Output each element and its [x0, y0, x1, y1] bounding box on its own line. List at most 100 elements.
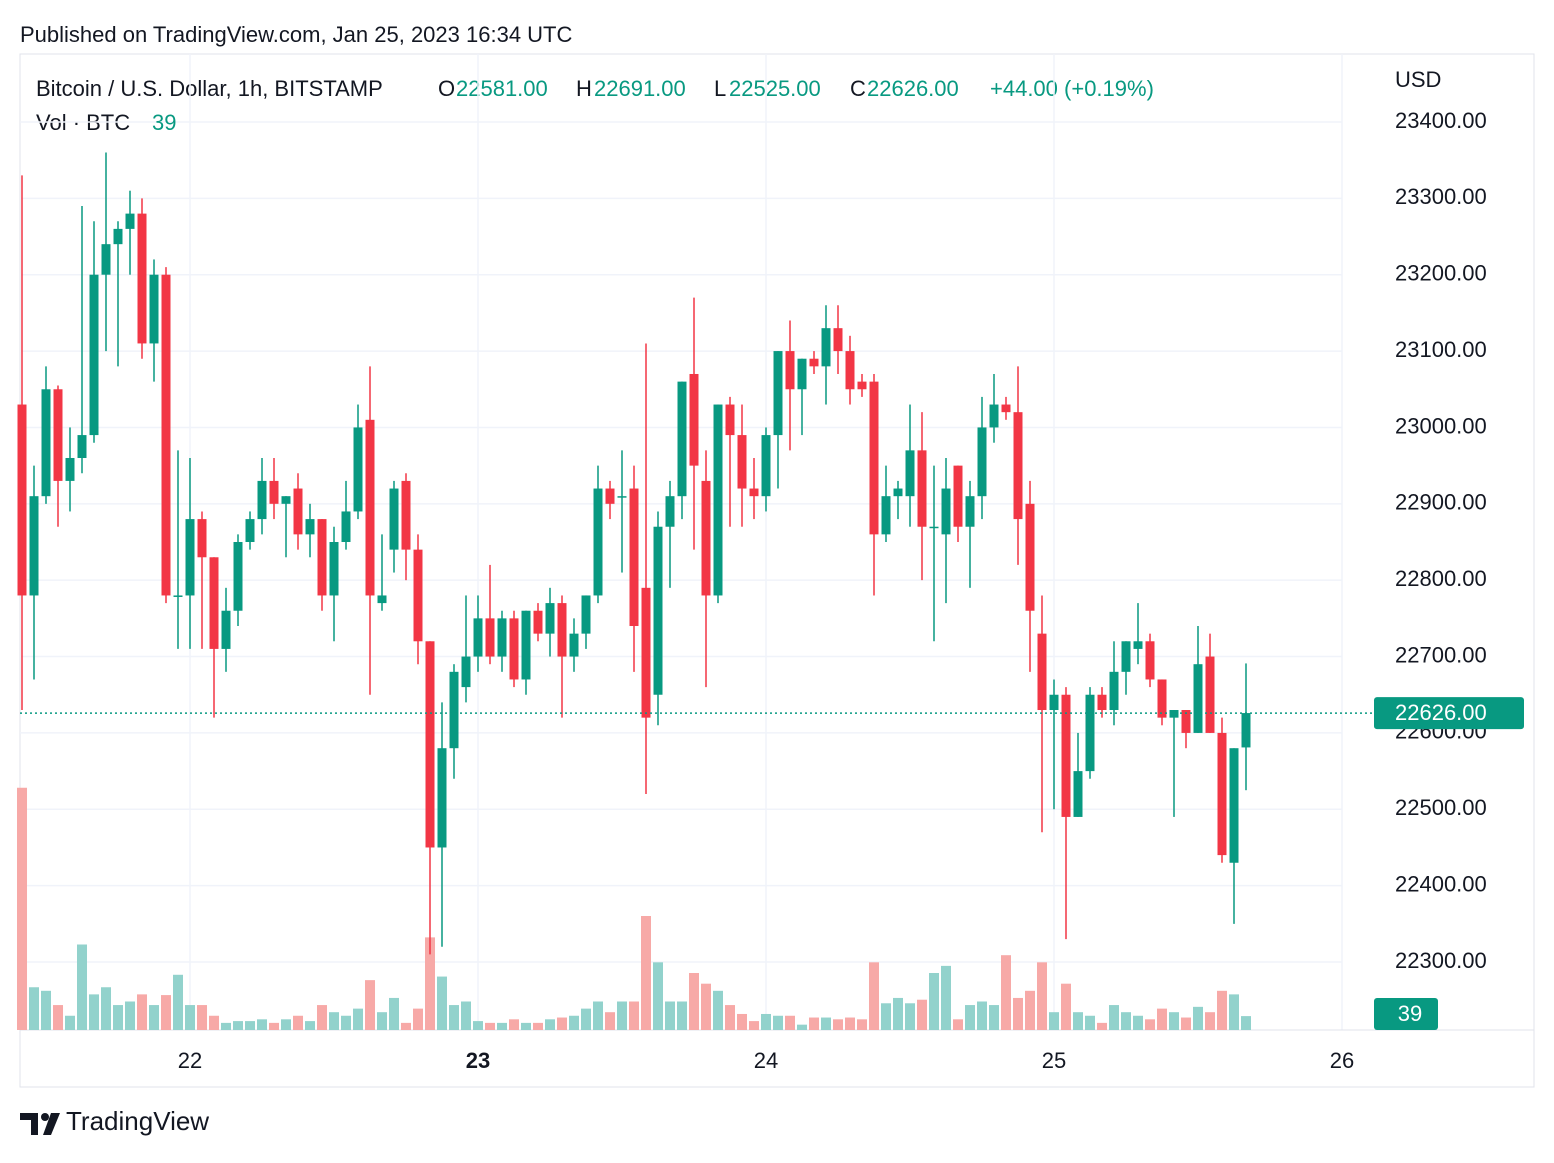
- y-tick-label: 22700.00: [1395, 642, 1487, 667]
- volume-bar: [833, 1019, 844, 1030]
- candle-body: [185, 519, 195, 596]
- x-tick-label: 23: [466, 1048, 490, 1073]
- volume-bar: [593, 1001, 604, 1030]
- candle-body: [941, 488, 951, 535]
- candle-body: [65, 457, 75, 481]
- volume-bar: [725, 1005, 736, 1030]
- candle-body: [293, 488, 303, 535]
- candle-body: [461, 656, 471, 688]
- volume-bar: [281, 1019, 292, 1030]
- volume-bar: [797, 1024, 808, 1030]
- candle-body: [449, 671, 459, 749]
- volume-bar: [461, 1001, 472, 1030]
- candle-body: [41, 389, 51, 497]
- candle-body: [905, 450, 915, 497]
- volume-bar: [653, 962, 664, 1030]
- volume-bar: [329, 1012, 340, 1030]
- volume-bar: [785, 1015, 796, 1030]
- candle-body: [605, 488, 615, 504]
- last-price-label: 22626.00: [1395, 700, 1487, 725]
- frame: [19, 53, 1535, 1088]
- candle-body: [533, 610, 543, 634]
- volume-bar: [929, 973, 940, 1030]
- candle-body: [125, 213, 135, 229]
- candle-body: [797, 358, 807, 390]
- volume-bar: [1133, 1015, 1144, 1030]
- l-key: L: [714, 76, 726, 101]
- candle-body: [701, 480, 711, 596]
- volume-bar: [857, 1019, 868, 1030]
- volume-bar: [485, 1022, 496, 1030]
- volume-bar: [233, 1021, 244, 1030]
- volume-bar: [569, 1015, 580, 1030]
- volume-bar: [149, 1005, 160, 1030]
- candle-body: [1097, 694, 1107, 711]
- volume-bar: [677, 1001, 688, 1030]
- x-tick-label: 24: [754, 1048, 778, 1073]
- candle-body: [653, 526, 663, 695]
- candle-body: [1145, 641, 1155, 680]
- volume-bar: [113, 1005, 124, 1030]
- volume-bar: [953, 1019, 964, 1030]
- candle-body: [341, 511, 351, 542]
- volume-bar: [809, 1017, 820, 1030]
- y-tick-label: 22300.00: [1395, 948, 1487, 973]
- volume-bar: [269, 1022, 280, 1030]
- candle-body: [29, 496, 39, 596]
- candle-body: [845, 351, 855, 390]
- volume-bar: [41, 990, 52, 1030]
- y-tick-label: 23400.00: [1395, 108, 1487, 133]
- volume-bar: [341, 1015, 352, 1030]
- y-tick-label: 22500.00: [1395, 795, 1487, 820]
- volume-bar: [845, 1017, 856, 1030]
- candle-body: [305, 519, 315, 535]
- volume-bar: [1241, 1016, 1252, 1030]
- volume-bar: [89, 994, 100, 1030]
- volume-bar: [509, 1019, 520, 1030]
- volume-bar: [1061, 983, 1072, 1030]
- volume-bar: [1181, 1017, 1192, 1030]
- candle-body: [473, 618, 483, 657]
- volume-label: 39: [1398, 1001, 1422, 1026]
- candle-body: [197, 519, 207, 558]
- volume-bar: [1001, 955, 1012, 1030]
- candle-body: [1181, 710, 1191, 733]
- candle-body: [77, 435, 87, 458]
- candle-body: [149, 274, 159, 344]
- candle-body: [101, 244, 111, 275]
- candle-body: [389, 488, 399, 550]
- y-tick-label: 22900.00: [1395, 490, 1487, 515]
- volume-bar: [377, 1012, 388, 1030]
- candle-body: [557, 603, 567, 657]
- volume-badge: [1374, 998, 1438, 1030]
- candle-body: [377, 595, 387, 604]
- candle-body: [593, 488, 603, 596]
- candle-body: [161, 274, 171, 596]
- candle-body: [989, 404, 999, 428]
- volume-bar: [65, 1015, 76, 1030]
- volume-bar: [353, 1008, 364, 1030]
- candle-body: [257, 480, 267, 520]
- volume-bar: [413, 1008, 424, 1030]
- volume-bar: [881, 1003, 892, 1030]
- candle-body: [1169, 710, 1179, 718]
- c-value: 22626.00: [867, 76, 959, 101]
- candle-body: [437, 748, 447, 848]
- volume-bar: [389, 997, 400, 1030]
- volume-bar: [893, 997, 904, 1030]
- x-tick-label: 25: [1042, 1048, 1066, 1073]
- y-tick-label: 23000.00: [1395, 413, 1487, 438]
- volume-bar: [617, 1001, 628, 1030]
- volume-bar: [1193, 1006, 1204, 1030]
- volume-bar: [701, 983, 712, 1030]
- volume-bar: [173, 974, 184, 1030]
- candle-body: [977, 427, 987, 497]
- candle-body: [1037, 633, 1047, 711]
- candle-body: [425, 641, 435, 848]
- volume-bar: [773, 1015, 784, 1030]
- volume-bar: [581, 1008, 592, 1030]
- candle-body: [917, 450, 927, 527]
- candle-body: [1085, 694, 1095, 772]
- candle-body: [401, 480, 411, 550]
